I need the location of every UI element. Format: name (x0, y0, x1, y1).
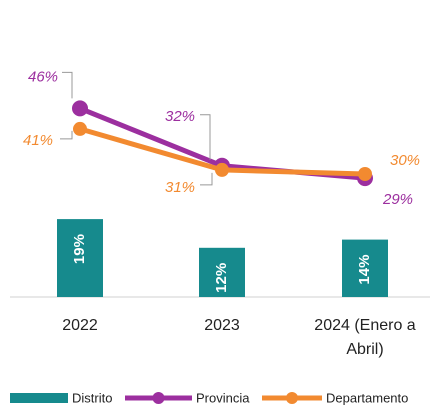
bar-label: 14% (356, 255, 373, 285)
data-label: 29% (382, 191, 413, 208)
bar (342, 239, 388, 297)
x-tick-label: 2022 (62, 317, 98, 334)
leader-line (62, 71, 73, 99)
legend-marker (286, 392, 298, 404)
bar-label: 12% (213, 263, 230, 293)
marker (215, 162, 229, 177)
legend-label: Distrito (72, 390, 112, 405)
marker (358, 167, 372, 181)
bar (57, 219, 103, 297)
data-label: 46% (28, 68, 58, 85)
legend-label: Departamento (326, 390, 408, 405)
x-tick-label: 2024 (Enero a Abril) (314, 317, 416, 358)
data-label: 32% (165, 108, 195, 125)
data-label: 30% (390, 152, 420, 169)
marker (73, 121, 87, 136)
legend-label: Provincia (196, 390, 250, 405)
data-label: 41% (23, 132, 53, 149)
legend-marker (152, 392, 165, 404)
legend-swatch (10, 393, 68, 403)
bar (199, 247, 245, 297)
marker (72, 100, 88, 117)
x-tick-label: 2023 (204, 317, 240, 334)
leader-line (200, 114, 211, 160)
data-label: 31% (165, 179, 195, 196)
bar-label: 19% (71, 234, 88, 264)
leader-line (200, 172, 213, 186)
leader-line (60, 130, 73, 140)
